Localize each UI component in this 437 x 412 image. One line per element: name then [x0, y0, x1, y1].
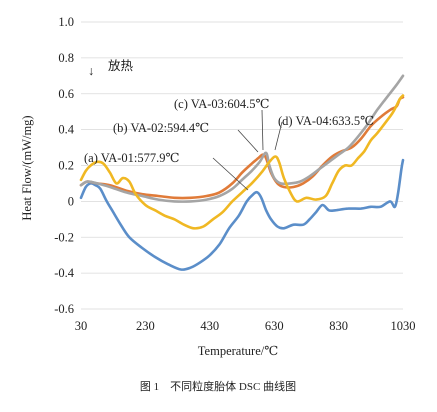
- y-tick-label: -0.4: [54, 266, 75, 280]
- x-tick-label: 830: [329, 319, 348, 333]
- annotation-va-04: (d) VA-04:633.5℃: [278, 114, 374, 128]
- x-tick-label: 630: [265, 319, 284, 333]
- series-group: [79, 74, 405, 271]
- y-tick-label: -0.2: [54, 230, 74, 244]
- y-tick-label: 0.2: [58, 159, 74, 173]
- series-va-03-line: [79, 74, 405, 203]
- y-tick-label: 0.8: [58, 51, 74, 65]
- annotation-leader-va-04: [274, 121, 283, 151]
- y-tick-label: 0.4: [58, 123, 74, 137]
- grid-lines: [81, 21, 403, 310]
- x-axis-title: Temperature/℃: [198, 344, 278, 358]
- annotation-leader-va-02: [237, 129, 259, 153]
- x-tick-label: 30: [75, 319, 88, 333]
- annotation-va-03: (c) VA-03:604.5℃: [174, 97, 269, 111]
- x-tick-label: 430: [200, 319, 219, 333]
- x-tick-labels: 30 230 430 630 830 1030: [75, 319, 416, 333]
- exotherm-arrow: ↓: [88, 64, 94, 78]
- figure-caption: 图 1 不同粒度胎体 DSC 曲线图: [140, 379, 296, 393]
- annotation-va-01: (a) VA-01:577.9℃: [84, 151, 179, 165]
- annotation-leader-va-03: [261, 109, 264, 151]
- y-tick-labels: -0.6 -0.4 -0.2 0 0.2 0.4 0.6 0.8 1.0: [54, 15, 75, 316]
- y-tick-label: 1.0: [58, 15, 74, 29]
- y-tick-label: 0: [68, 194, 74, 208]
- series-va-04-line: [79, 94, 405, 230]
- x-tick-label: 1030: [391, 319, 416, 333]
- x-tick-label: 230: [136, 319, 155, 333]
- y-axis-title: Heat Flow/(mW/mg): [20, 115, 34, 220]
- annotation-va-02: (b) VA-02:594.4℃: [113, 121, 209, 135]
- exotherm-label: 放热: [108, 58, 134, 73]
- y-tick-label: 0.6: [58, 87, 74, 101]
- annotation-leader-va-01: [212, 157, 249, 191]
- y-tick-label: -0.6: [54, 302, 74, 316]
- series-va-01-line: [79, 158, 405, 271]
